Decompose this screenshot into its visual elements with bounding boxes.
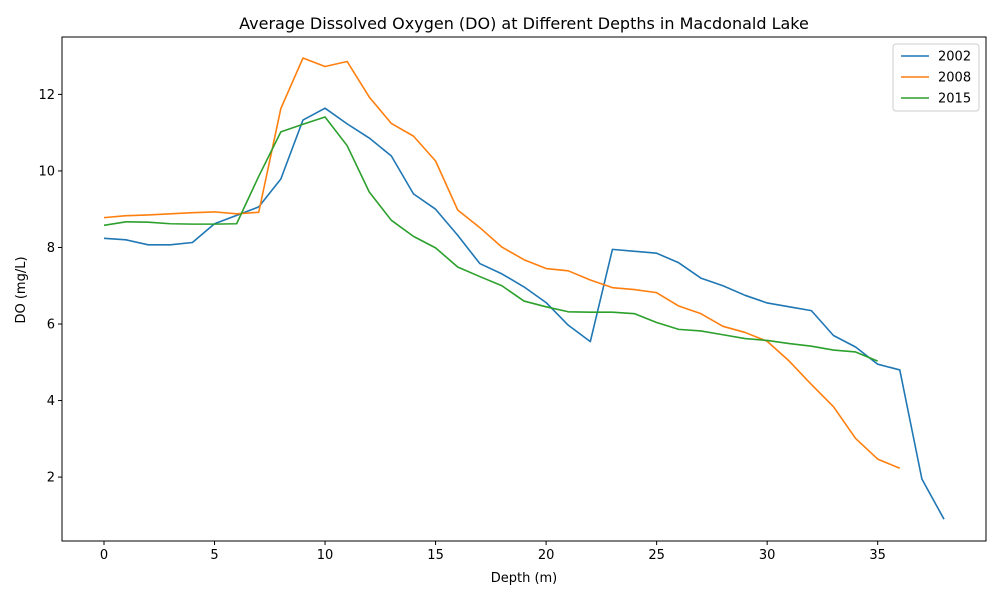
y-tick-label: 10 [38,164,55,179]
series-line-2015 [103,116,878,362]
y-tick-label: 6 [47,318,55,333]
plot-frame [61,36,987,542]
legend-label-2002: 2002 [938,50,971,65]
y-tick-label: 12 [38,88,55,103]
legend-box [892,43,980,112]
y-axis-label: DO (mg/L) [14,256,29,323]
x-tick-label: 5 [210,548,218,563]
legend: 2002 2008 2015 [892,43,980,112]
x-tick-label: 25 [648,548,665,563]
x-tick-label: 0 [100,548,108,563]
y-axis: 2 4 6 8 10 12 [38,88,62,486]
y-tick-label: 4 [47,394,55,409]
series-layer [103,57,945,520]
legend-label-2008: 2008 [938,71,971,86]
y-tick-label: 8 [47,241,55,256]
x-tick-label: 20 [538,548,555,563]
x-tick-label: 15 [427,548,444,563]
x-axis: 0 5 10 15 20 25 30 35 [100,541,886,563]
y-tick-label: 2 [47,471,55,486]
x-tick-label: 10 [317,548,334,563]
x-tick-label: 35 [869,548,886,563]
chart-title: Average Dissolved Oxygen (DO) at Differe… [239,14,809,33]
legend-label-2015: 2015 [938,92,971,107]
x-tick-label: 30 [759,548,776,563]
x-axis-label: Depth (m) [491,571,558,586]
